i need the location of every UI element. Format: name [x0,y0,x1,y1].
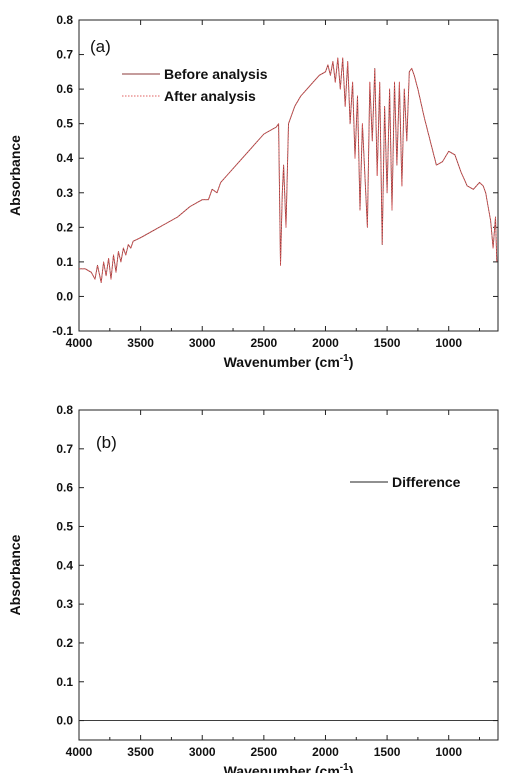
panel-b-y-tick-label: 0.2 [56,636,73,650]
panel-b-x-tick-label: 1500 [374,745,401,759]
panel-a-y-tick-label: -0.1 [52,324,73,338]
panel-b-y-tick-label: 0.3 [56,597,73,611]
panel-a-plot-frame [78,19,499,332]
panel-a-y-tick-label: 0.4 [56,151,73,165]
panel-a-series-line-before-analysis [79,57,498,284]
panel-b-y-tick-label: 0.0 [56,714,73,728]
panel-b-x-tick-label: 3500 [127,745,154,759]
panel-b-y-tick-label: 0.4 [56,558,73,572]
panel-a-series-line-after-analysis [79,57,498,284]
panel-a-x-tick-label: 2000 [312,336,339,350]
panel-b-x-axis-title-sup: -1 [340,762,349,773]
panel-a-y-tick-label: 0.3 [56,186,73,200]
panel-a-panel-label: (a) [90,37,111,56]
panel-a-y-tick-label: 0.1 [56,255,73,269]
panel-a-x-axis-title-sup: -1 [340,353,349,364]
panel-b-y-tick-label: 0.5 [56,519,73,533]
panel-b-y-tick-label: 0.6 [56,481,73,495]
panel-b-panel-label: (b) [96,433,117,452]
panel-a-x-tick-label: 3500 [127,336,154,350]
panel-b-y-axis-title: Absorbance [7,534,23,615]
panel-b-legend-label: Difference [392,474,461,490]
panel-a-y-tick-label: 0.0 [56,289,73,303]
panel-b-x-tick-label: 4000 [66,745,93,759]
panel-a-legend-label: After analysis [164,88,256,104]
panel-a-y-tick-label: 0.8 [56,13,73,27]
panel-b: 4000 3500 3000 2500 2000 1500 1000 0.0 0.1 0.2 0.3… [7,403,499,778]
panel-a-legend-label: Before analysis [164,66,268,82]
panel-b-y-tick-label: 0.7 [56,442,73,456]
panel-a-x-tick-label: 1000 [435,336,462,350]
panel-b-x-axis-title: Wavenumber (cm-1) [224,762,354,773]
panel-a-y-axis-title: Absorbance [7,135,23,216]
panel-b-x-tick-label: 2500 [251,745,278,759]
panel-a-x-tick-label: 3000 [189,336,216,350]
panel-b-x-tick-label: 3000 [189,745,216,759]
panel-a-x-axis-title: Wavenumber (cm-1) [224,353,354,370]
panel-a: 4000 3500 3000 2500 2000 1500 1000 -0.1 0.0 0.1 0.… [7,13,499,370]
panel-a-y-tick-label: 0.2 [56,220,73,234]
panel-a-x-tick-label: 4000 [66,336,93,350]
panel-b-y-tick-label: 0.1 [56,675,73,689]
panel-a-y-tick-label: 0.7 [56,48,73,62]
panel-a-x-tick-label: 2500 [251,336,278,350]
panel-b-plot-frame [78,409,499,741]
panel-a-x-axis-title-suffix: ) [349,354,354,370]
panel-b-x-tick-label: 1000 [435,745,462,759]
panel-a-y-tick-label: 0.6 [56,82,73,96]
panel-a-x-tick-label: 1500 [374,336,401,350]
panel-b-y-tick-label: 0.8 [56,403,73,417]
panel-b-x-tick-label: 2000 [312,745,339,759]
panel-a-y-tick-label: 0.5 [56,117,73,131]
panel-b-x-axis-title-suffix: ) [349,763,354,773]
